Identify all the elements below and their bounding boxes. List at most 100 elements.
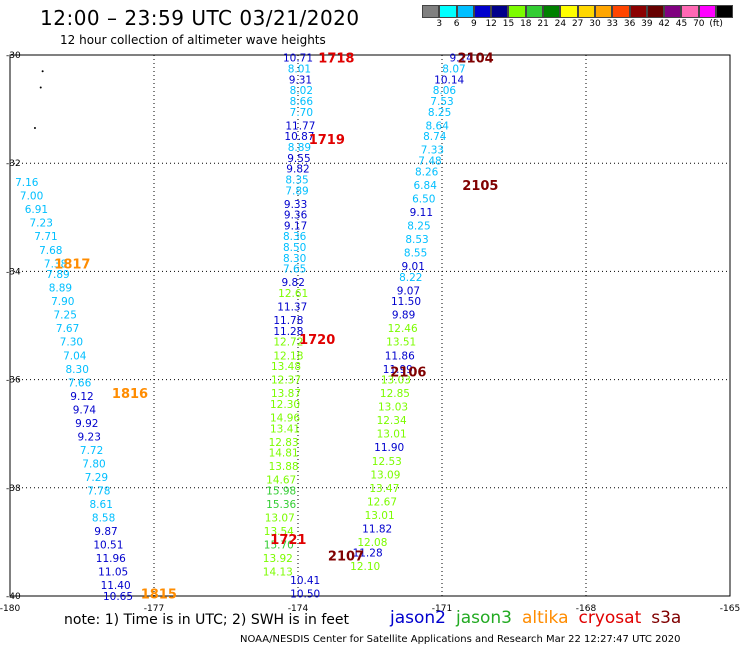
wave-height-value: 12.30 — [270, 399, 300, 411]
track-label: 1718 — [318, 52, 354, 67]
wave-height-value: 8.58 — [92, 513, 115, 525]
wave-height-value: 11.96 — [96, 553, 126, 565]
wave-height-value: 10.71 — [283, 53, 313, 65]
wave-height-value: 7.78 — [87, 486, 110, 498]
legend-label: 27 — [571, 19, 584, 29]
island-dot — [39, 86, 42, 89]
wave-height-value: 10.87 — [284, 131, 314, 143]
wave-height-value: 9.01 — [402, 261, 425, 273]
wave-height-value: 7.80 — [82, 458, 105, 470]
legend-label: 24 — [554, 19, 567, 29]
legend-label: 70 — [693, 19, 705, 29]
lat-tick-label: -40 — [6, 592, 21, 602]
legend-swatch — [508, 5, 526, 18]
wave-height-value: 7.89 — [46, 269, 69, 281]
legend-swatch — [664, 5, 682, 18]
wave-height-value: 13.92 — [263, 553, 293, 565]
legend-label: 15 — [502, 19, 515, 29]
legend-swatch — [698, 5, 717, 18]
wave-height-value: 15.70 — [264, 540, 294, 552]
wave-height-value: 7.67 — [56, 323, 79, 335]
wave-height-value: 11.86 — [385, 350, 415, 362]
wave-height-value: 9.17 — [284, 220, 307, 232]
wave-height-value: 7.89 — [285, 185, 308, 197]
wave-height-value: 7.68 — [39, 245, 62, 257]
lon-tick-label: -180 — [0, 604, 20, 614]
legend-label: 39 — [641, 19, 653, 29]
wave-height-value: 13.54 — [264, 526, 294, 538]
lat-tick-label: -34 — [6, 267, 21, 277]
track-label: 1817 — [54, 257, 90, 272]
wave-height-value: 10.65 — [103, 591, 133, 603]
wave-height-value: 7.90 — [51, 296, 74, 308]
wave-height-value: 8.06 — [433, 85, 457, 97]
wave-height-value: 12.67 — [367, 496, 397, 508]
wave-height-value: 14.81 — [269, 448, 299, 460]
wave-height-value: 13.01 — [365, 510, 395, 522]
wave-height-value: 13.03 — [381, 375, 411, 387]
wave-height-value: 7.70 — [290, 107, 313, 119]
wave-height-value: 9.33 — [284, 199, 307, 211]
wave-height-value: 8.50 — [283, 242, 306, 254]
wave-height-value: 6.84 — [414, 180, 438, 192]
wave-height-value: 7.72 — [80, 445, 103, 457]
legend-swatch — [543, 5, 561, 18]
legend-swatch — [716, 5, 734, 18]
wave-height-value: 12.72 — [273, 337, 303, 349]
wave-height-value: 12.85 — [380, 388, 410, 400]
legend-swatch — [422, 5, 440, 18]
legend-swatch — [560, 5, 578, 18]
wave-height-value: 12.46 — [388, 323, 418, 335]
wave-height-value: 11.78 — [273, 315, 303, 327]
wave-height-value: 7.00 — [20, 191, 43, 203]
wave-height-value: 11.77 — [285, 120, 315, 132]
wave-height-value: 6.91 — [25, 204, 48, 216]
wave-height-value: 7.66 — [68, 377, 92, 389]
wave-height-value: 11.37 — [277, 302, 307, 314]
legend-swatch — [456, 5, 474, 18]
wave-height-value: 12.83 — [269, 437, 299, 449]
lat-tick-label: -32 — [6, 159, 21, 169]
wave-height-value: 8.74 — [423, 131, 447, 143]
wave-height-value: 7.04 — [63, 350, 87, 362]
legend-swatch — [612, 5, 630, 18]
wave-height-value: 9.89 — [392, 310, 415, 322]
wave-height-value: 9.82 — [286, 164, 309, 176]
wave-height-value: 14.96 — [270, 412, 300, 424]
legend-label: 9 — [471, 19, 477, 29]
wave-height-value: 9.74 — [73, 404, 97, 416]
legend-label: 18 — [520, 19, 532, 29]
wave-height-value: 12.37 — [271, 375, 301, 387]
wave-height-value: 12.10 — [350, 561, 380, 573]
track-label: 2104 — [458, 52, 494, 67]
track-label: 1720 — [299, 333, 335, 348]
wave-height-value: 7.71 — [34, 231, 57, 243]
wave-height-value: 13.01 — [377, 429, 407, 441]
legend-swatch — [577, 5, 595, 18]
wave-height-value: 15.36 — [266, 499, 296, 511]
wave-height-value: 8.30 — [283, 253, 306, 265]
wave-height-value: 14.13 — [263, 567, 293, 579]
wave-height-value: 12.53 — [372, 456, 402, 468]
wave-height-value: 11.99 — [383, 364, 413, 376]
wave-height-value: 13.51 — [386, 337, 416, 349]
legend-labels: 3 6 9 12 15 18 21 24 27 30 33 36 39 42 45 70 (ft) — [422, 18, 740, 32]
wave-height-value: 11.28 — [353, 548, 383, 560]
legend-swatch — [646, 5, 665, 18]
lat-tick-label: -38 — [6, 484, 21, 494]
wave-height-value: 7.65 — [283, 264, 306, 276]
wave-height-value: 8.61 — [90, 499, 113, 511]
satellite-legend: jason2 jason3 altika cryosat s3a — [390, 608, 691, 628]
wave-height-value: 10.41 — [290, 575, 320, 587]
legend-swatch — [681, 5, 699, 18]
page-title: 12:00 – 23:59 UTC 03/21/2020 — [40, 6, 360, 30]
legend-swatches — [422, 5, 740, 18]
wave-height-value: 11.82 — [362, 523, 392, 535]
wave-height-value: 12.61 — [278, 288, 308, 300]
wave-height-value: 12.08 — [357, 537, 387, 549]
wave-height-value: 7.38 — [44, 258, 67, 270]
wave-height-value: 13.48 — [271, 361, 301, 373]
wave-height-value: 8.02 — [290, 85, 313, 97]
color-scale-legend: 3 6 9 12 15 18 21 24 27 30 33 36 39 42 45 70 (ft) — [422, 5, 740, 32]
